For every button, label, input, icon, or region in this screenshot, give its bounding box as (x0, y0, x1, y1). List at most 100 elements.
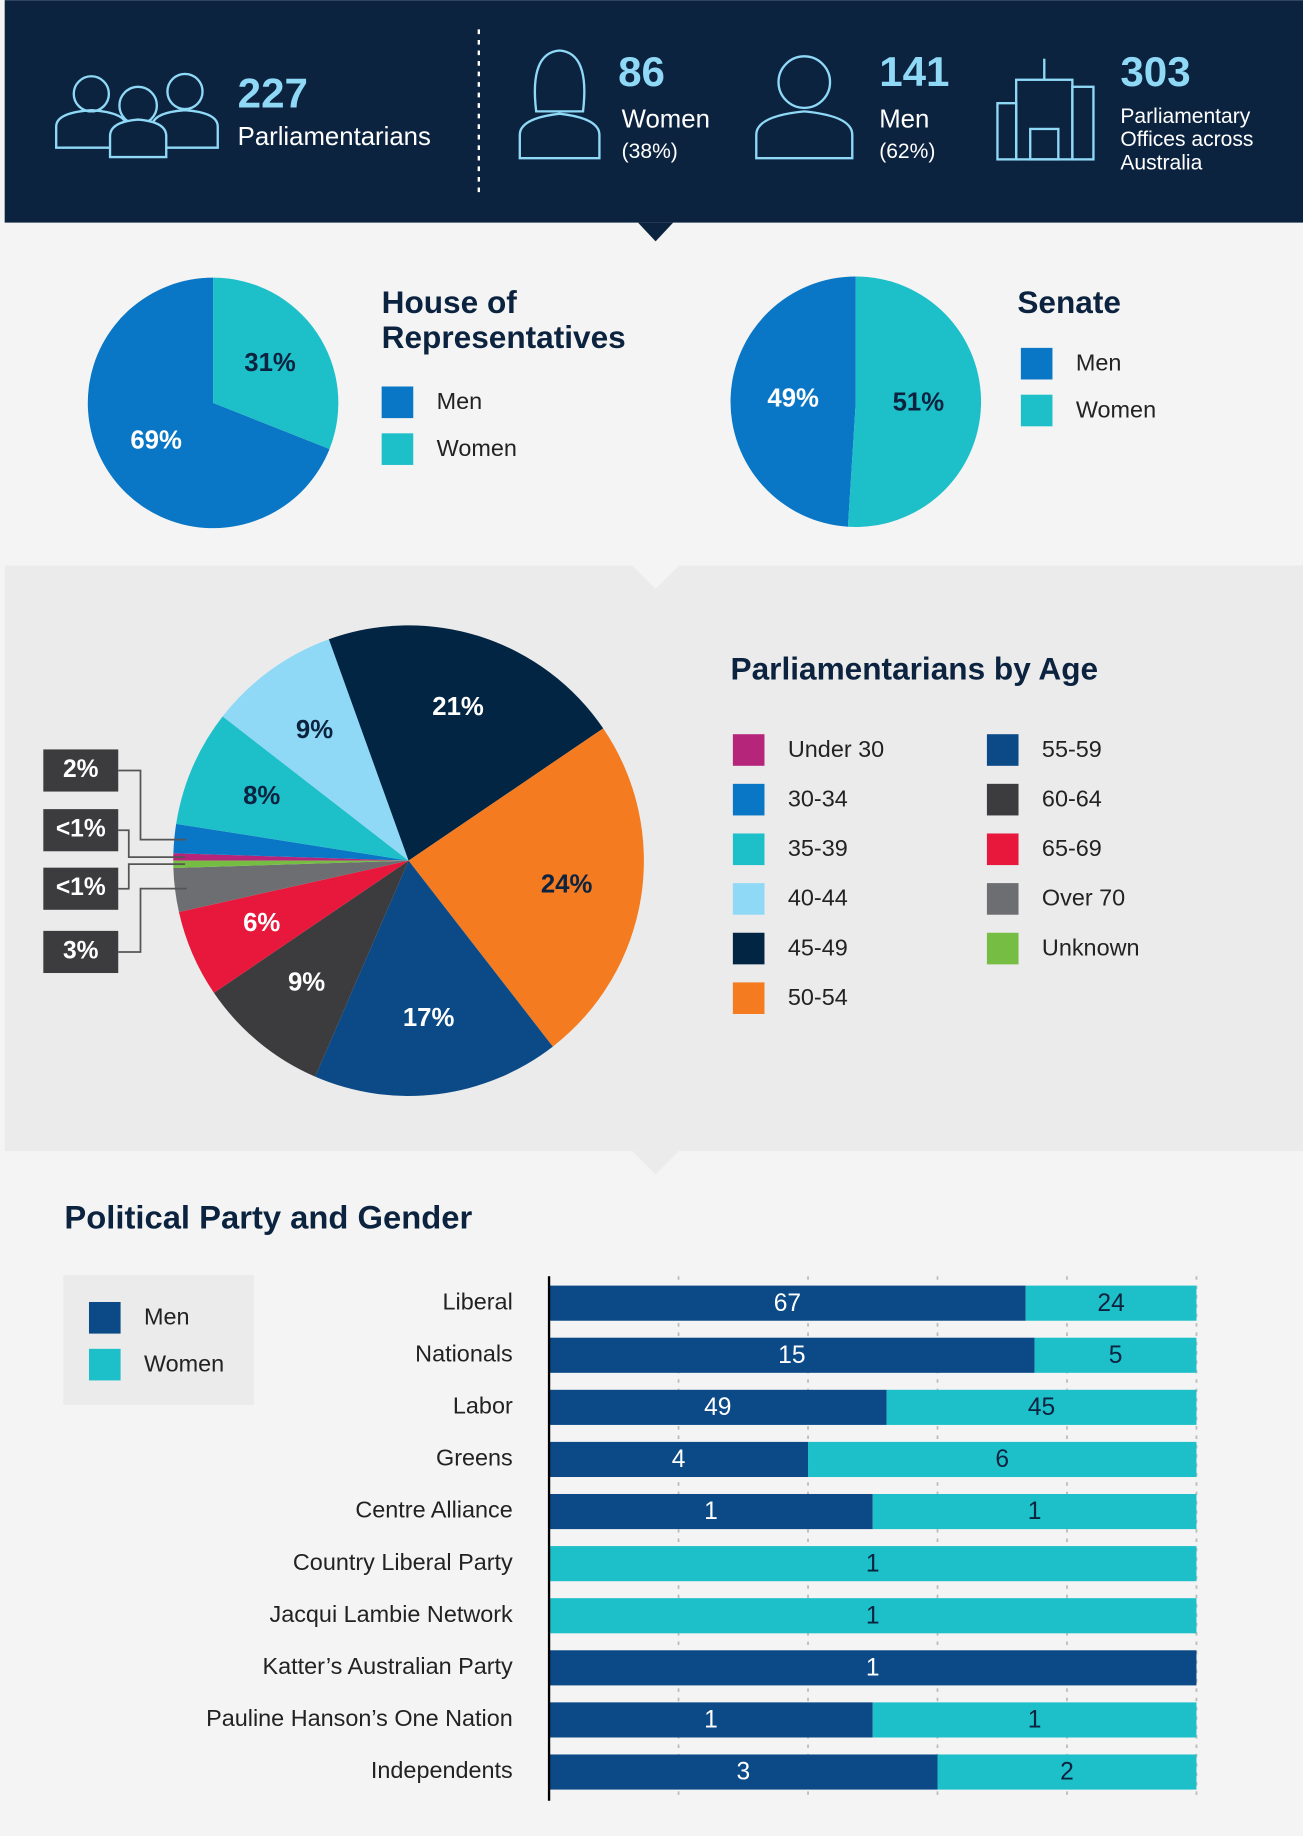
pie-slice (408, 728, 644, 1047)
legend-swatch (986, 883, 1019, 915)
slice-label: 9% (288, 969, 325, 997)
building-icon (996, 58, 1095, 161)
bar-segment (549, 1337, 1035, 1373)
bar-segment (886, 1389, 1197, 1425)
legend-swatch (986, 833, 1019, 866)
bar-segment (872, 1493, 1197, 1530)
legend-swatch (986, 783, 1019, 816)
legend-swatch (1020, 347, 1053, 380)
legend-swatch (732, 783, 765, 816)
pie-slice (213, 860, 409, 1077)
legend-label: 30-34 (788, 785, 848, 811)
pie-slice (328, 625, 604, 861)
pie-slice (222, 639, 409, 861)
callout-box (43, 809, 119, 852)
header-band (4, 0, 1303, 223)
bar-segment (549, 1441, 809, 1478)
pointer (632, 565, 680, 590)
stat-label: Offices across (1120, 128, 1253, 151)
legend-swatch (88, 1348, 121, 1381)
slice-label: <1% (56, 874, 106, 901)
pie-slice (315, 860, 553, 1096)
stat-value: 303 (1120, 48, 1190, 95)
slice-label: 8% (243, 782, 280, 810)
category-label: Katter’s Australian Party (263, 1653, 514, 1679)
legend-box (63, 1275, 255, 1406)
chart-title: Senate (1017, 284, 1121, 320)
legend-swatch (732, 734, 765, 766)
bar-value: 2 (1060, 1759, 1074, 1786)
callout-line (118, 769, 187, 841)
category-label: Centre Alliance (355, 1497, 512, 1523)
bar-segment (549, 1285, 1026, 1321)
slice-label: 6% (243, 909, 280, 937)
category-label: Greens (436, 1445, 513, 1471)
slice-label: 69% (130, 426, 182, 454)
callout-box (43, 867, 119, 910)
stat-value: 227 (238, 69, 308, 116)
pie-slice (730, 276, 856, 527)
legend-label: Women (437, 435, 517, 461)
bar-value: 5 (1109, 1342, 1123, 1369)
slice-label: <1% (56, 816, 106, 843)
legend-swatch (732, 982, 765, 1014)
bar-value: 4 (672, 1446, 686, 1473)
legend-label: 65-69 (1042, 835, 1102, 861)
legend-swatch (88, 1301, 121, 1334)
category-label: Nationals (415, 1340, 513, 1366)
legend-swatch (986, 734, 1019, 766)
bar-value: 1 (866, 1550, 880, 1577)
legend-swatch (381, 433, 414, 465)
bar-value: 49 (704, 1394, 731, 1421)
callout-line (118, 829, 186, 859)
stat-label: Women (622, 106, 710, 134)
category-label: Pauline Hanson’s One Nation (206, 1705, 513, 1731)
bar-segment (1034, 1337, 1197, 1373)
category-label: Country Liberal Party (293, 1549, 513, 1575)
stat-label: Men (879, 106, 929, 134)
stat-label: Australia (1120, 152, 1202, 175)
legend-swatch (381, 386, 414, 419)
bar-segment (549, 1389, 887, 1425)
legend-swatch (986, 932, 1019, 965)
bar-value: 15 (778, 1342, 805, 1369)
woman-icon (518, 49, 601, 160)
bar-segment (549, 1598, 1197, 1634)
stat-value: 86 (618, 48, 665, 95)
bar-value: 1 (704, 1498, 718, 1525)
legend-swatch (1020, 394, 1053, 427)
legend-label: Women (144, 1350, 224, 1376)
bar-value: 1 (1028, 1707, 1042, 1734)
stat-label: Parliamentary (1120, 105, 1250, 128)
legend-label: Under 30 (788, 736, 884, 762)
pie-slice (213, 277, 339, 450)
bar-value: 1 (1028, 1498, 1042, 1525)
pie-slice (178, 860, 409, 993)
pointer (632, 1150, 680, 1175)
bar-segment (549, 1702, 873, 1738)
bar-segment (549, 1650, 1197, 1686)
bar-value: 1 (704, 1707, 718, 1734)
legend-label: Men (437, 388, 483, 414)
pie-slice (173, 853, 409, 861)
category-label: Jacqui Lambie Network (269, 1601, 513, 1627)
pie-slice (847, 276, 982, 527)
slice-label: 3% (63, 937, 99, 964)
bar-value: 1 (866, 1655, 880, 1682)
pie-slice (176, 716, 409, 861)
pie-slice (87, 277, 330, 529)
legend-label: 55-59 (1042, 736, 1102, 762)
pie-slice (173, 823, 409, 861)
bar-segment (549, 1493, 873, 1530)
category-label: Independents (371, 1757, 513, 1783)
legend-label: 45-49 (788, 934, 848, 960)
slice-label: 51% (893, 388, 945, 416)
bar-segment (549, 1754, 938, 1790)
category-label: Liberal (443, 1288, 513, 1314)
legend-label: Unknown (1042, 934, 1140, 960)
category-label: Labor (453, 1393, 513, 1419)
legend-label: Men (1076, 349, 1122, 375)
people-icon (55, 72, 219, 159)
legend-label: Women (1076, 396, 1156, 422)
